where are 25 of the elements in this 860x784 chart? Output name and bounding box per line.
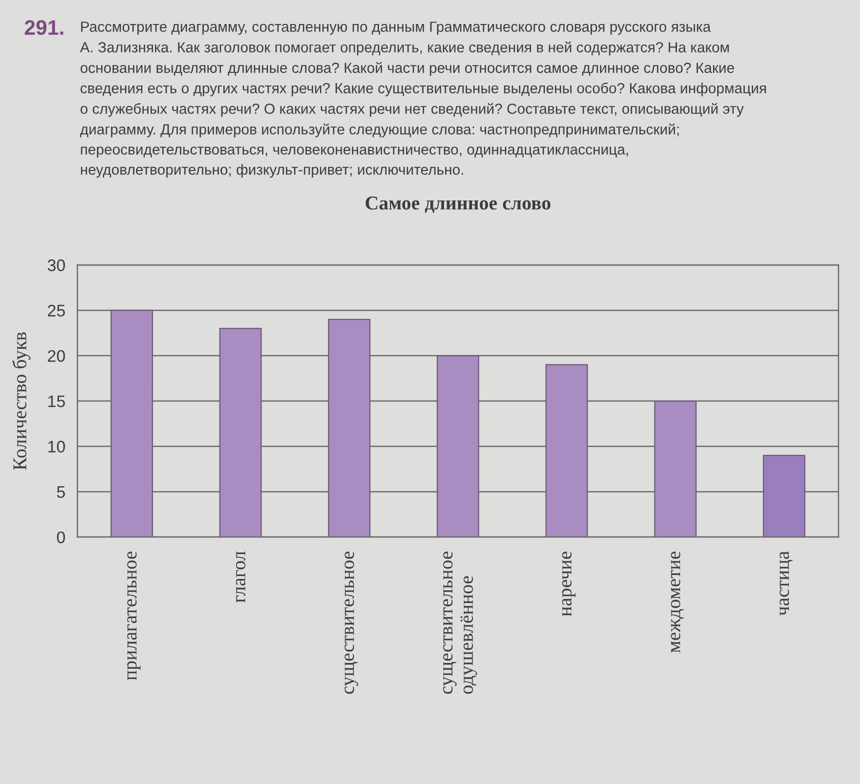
y-axis-title: Количество букв bbox=[12, 332, 30, 470]
text: Рассмотрите диаграмму, составленную по данным Грамматического словаря русского языка А. Зализняка. Как заголовок помогает определить, какие сведения в ней содержатся? На каком основании выделяют длинные слова? Какой части речи относится самое длинное слово? Какие сведения есть о других частях речи? Какие существительные выделены особо? Какова информация о служебных частях речи? О каких частях речи нет сведений? Составьте текст, описывающий эту диаграмму. Для примеров используйте следующие слова: частнопредпринимательский; переосвидетельствоваться, человеконенавистничество, одиннадцатиклассница, неудовлетворительно; физкульт-привет; исключительно. bbox=[80, 22, 766, 178]
bar bbox=[219, 328, 262, 538]
x-tick-label: глагол bbox=[236, 551, 246, 603]
x-tick-label: существительное одушевлённое bbox=[443, 552, 477, 694]
x-tick-label: междометие bbox=[670, 552, 684, 653]
y-tick-label: 25 bbox=[48, 304, 65, 317]
y-tick-label: 30 bbox=[48, 259, 65, 272]
text: 291. bbox=[24, 20, 64, 35]
y-tick-label: 20 bbox=[48, 350, 65, 362]
bar bbox=[110, 310, 153, 538]
bar bbox=[328, 318, 370, 538]
bar bbox=[545, 364, 588, 538]
bar bbox=[762, 454, 806, 538]
y-tick-label: 10 bbox=[48, 440, 65, 453]
x-tick-label: прилагательное bbox=[127, 552, 141, 680]
y-tick-label: 0 bbox=[56, 531, 65, 544]
bar bbox=[436, 355, 480, 538]
y-tick-label: 5 bbox=[56, 486, 65, 498]
y-tick-label: 15 bbox=[48, 396, 65, 408]
x-tick-label: наречие bbox=[562, 552, 576, 616]
x-tick-label: существительное bbox=[344, 552, 358, 694]
chart-title: Самое длинное слово bbox=[366, 196, 550, 213]
bar bbox=[654, 400, 697, 538]
x-tick-label: частица bbox=[780, 551, 793, 616]
